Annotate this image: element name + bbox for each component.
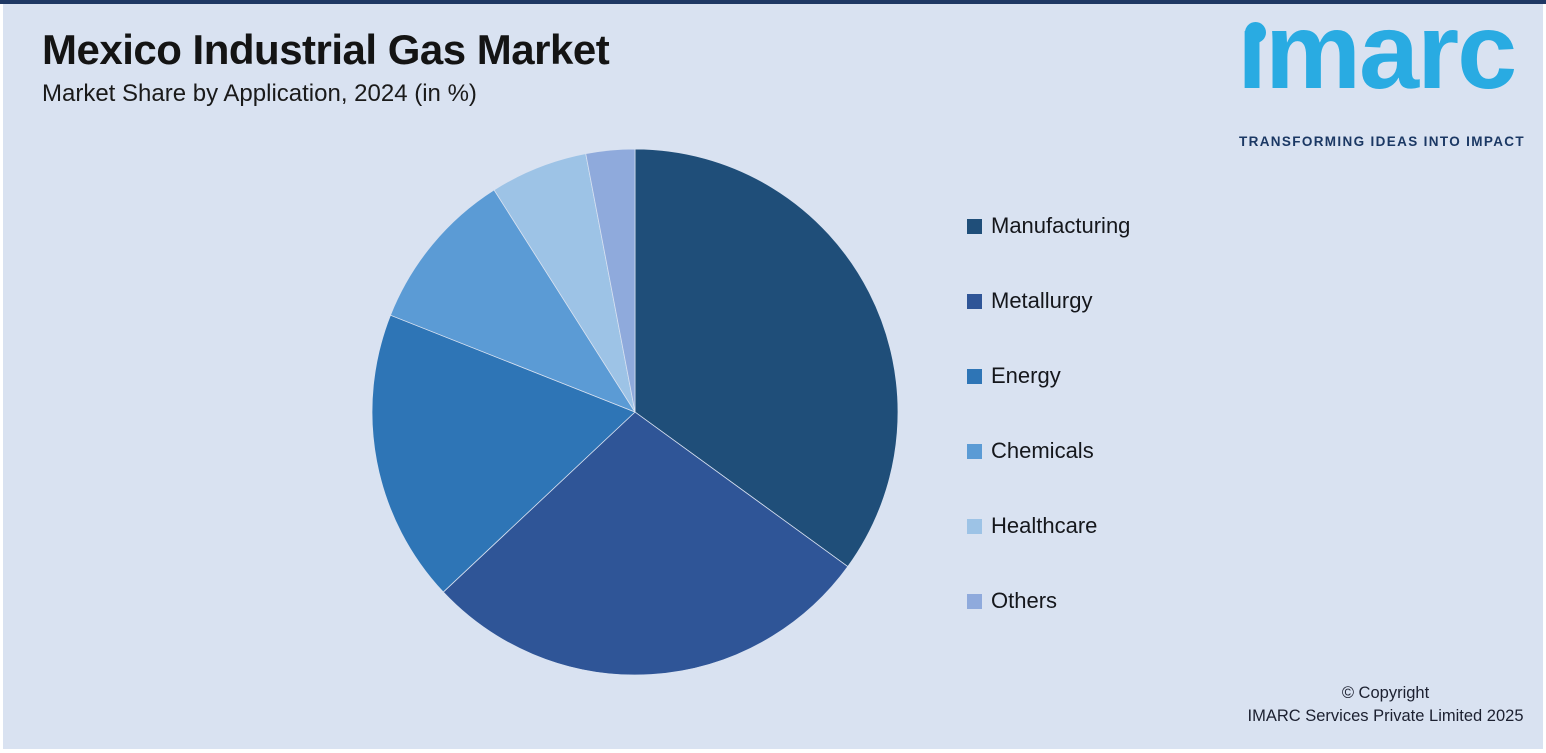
pie-slice-energy — [371, 314, 636, 593]
copyright-notice: © Copyright IMARC Services Private Limit… — [1213, 682, 1546, 728]
imarc-logo: ımarc TRANSFORMING IDEAS INTO IMPACT — [1237, 0, 1537, 152]
pie-chart — [371, 148, 899, 676]
pie-slice-others — [585, 148, 636, 413]
imarc-logo-dot-icon — [1245, 22, 1266, 43]
legend-label: Energy — [991, 363, 1061, 388]
legend-item-chemicals: Chemicals — [967, 438, 1130, 464]
legend-label: Chemicals — [991, 438, 1094, 463]
legend-item-healthcare: Healthcare — [967, 513, 1130, 539]
legend-label: Healthcare — [991, 513, 1098, 538]
legend-swatch-icon — [967, 443, 982, 459]
page-title: Mexico Industrial Gas Market — [42, 26, 610, 73]
legend-swatch-icon — [967, 218, 982, 234]
imarc-tagline: TRANSFORMING IDEAS INTO IMPACT — [1239, 134, 1525, 149]
legend-swatch-icon — [967, 518, 982, 534]
legend-label: Manufacturing — [991, 213, 1131, 238]
pie-slice-manufacturing — [634, 148, 899, 568]
page-subtitle: Market Share by Application, 2024 (in %) — [42, 80, 477, 107]
legend-item-manufacturing: Manufacturing — [967, 213, 1130, 239]
legend-item-metallurgy: Metallurgy — [967, 288, 1130, 314]
legend-swatch-icon — [967, 293, 982, 309]
top-accent-bar — [0, 0, 1546, 4]
copyright-line2: IMARC Services Private Limited 2025 — [1247, 707, 1524, 725]
legend-label: Metallurgy — [991, 288, 1093, 313]
imarc-wordmark-text: ımarc — [1237, 0, 1517, 111]
pie-slice-metallurgy — [442, 411, 849, 676]
chart-legend: Manufacturing Metallurgy Energy Chemicals He… — [967, 213, 1130, 663]
legend-swatch-icon — [967, 593, 982, 609]
legend-swatch-icon — [967, 368, 982, 384]
chart-canvas: Mexico Industrial Gas Market Market Shar… — [3, 0, 1546, 749]
copyright-line1: © Copyright — [1341, 684, 1430, 702]
legend-label: Others — [991, 588, 1058, 613]
pie-slice-chemicals — [389, 189, 636, 413]
legend-item-energy: Energy — [967, 363, 1130, 389]
legend-item-others: Others — [967, 588, 1130, 614]
